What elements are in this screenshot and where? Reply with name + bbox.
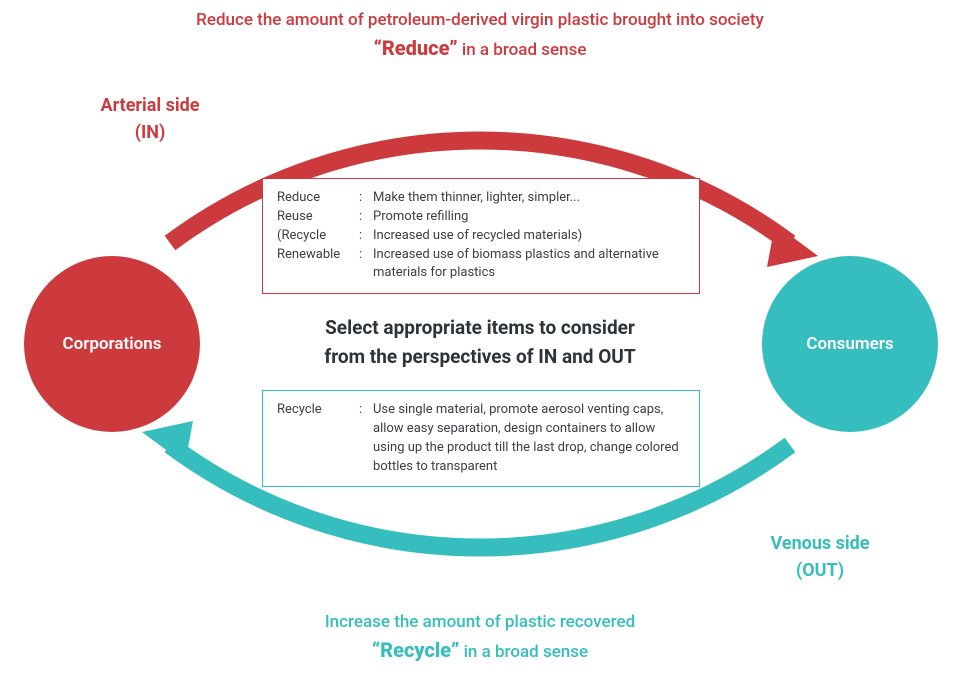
corporations-node: Corporations: [24, 256, 200, 432]
reduce-box-desc: Increased use of biomass plastics and al…: [373, 246, 685, 284]
top-caption-line1: Reduce the amount of petroleum-derived v…: [0, 10, 960, 30]
bottom-arc-arrowhead: [142, 421, 193, 464]
bottom-caption-rest: in a broad sense: [459, 642, 588, 662]
bottom-caption-line2: “Recycle” in a broad sense: [0, 638, 960, 662]
reduce-box-desc: Increased use of recycled materials): [373, 227, 685, 246]
reduce-box-term: (Recycle: [277, 227, 359, 246]
center-heading-line1: Select appropriate items to consider: [240, 313, 720, 342]
center-heading: Select appropriate items to consider fro…: [240, 313, 720, 372]
recycle-box-term: Recycle: [277, 401, 359, 476]
bottom-caption-line1: Increase the amount of plastic recovered: [0, 612, 960, 632]
diagram-stage: Reduce the amount of petroleum-derived v…: [0, 0, 960, 680]
consumers-node: Consumers: [762, 256, 938, 432]
corporations-node-label: Corporations: [63, 334, 162, 354]
arterial-label-line2: (IN): [70, 119, 230, 146]
venous-label-line1: Venous side: [740, 530, 900, 557]
top-caption: Reduce the amount of petroleum-derived v…: [0, 10, 960, 60]
reduce-box-term: Renewable: [277, 246, 359, 284]
top-caption-rest: in a broad sense: [458, 40, 587, 60]
bottom-caption: Increase the amount of plastic recovered…: [0, 612, 960, 662]
reduce-box: Reduce : Make them thinner, lighter, sim…: [262, 178, 700, 294]
reduce-box-term: Reduce: [277, 189, 359, 208]
recycle-box-desc: Use single material, promote aerosol ven…: [373, 401, 685, 476]
recycle-box: Recycle : Use single material, promote a…: [262, 390, 700, 487]
bottom-caption-bold: “Recycle”: [372, 638, 459, 662]
reduce-box-term: Reuse: [277, 208, 359, 227]
reduce-box-row: Renewable : Increased use of biomass pla…: [277, 246, 685, 284]
venous-label: Venous side (OUT): [740, 530, 900, 584]
top-arc-arrowhead: [767, 224, 818, 267]
reduce-box-row: Reduce : Make them thinner, lighter, sim…: [277, 189, 685, 208]
reduce-box-desc: Make them thinner, lighter, simpler...: [373, 189, 685, 208]
top-caption-line2: “Reduce” in a broad sense: [0, 36, 960, 60]
arterial-label: Arterial side (IN): [70, 92, 230, 146]
center-heading-line2: from the perspectives of IN and OUT: [240, 342, 720, 371]
top-caption-bold: “Reduce”: [374, 36, 458, 60]
consumers-node-label: Consumers: [806, 334, 893, 354]
recycle-box-row: Recycle : Use single material, promote a…: [277, 401, 685, 476]
arterial-label-line1: Arterial side: [70, 92, 230, 119]
reduce-box-row: Reuse : Promote refilling: [277, 208, 685, 227]
venous-label-line2: (OUT): [740, 557, 900, 584]
reduce-box-row: (Recycle : Increased use of recycled mat…: [277, 227, 685, 246]
reduce-box-desc: Promote refilling: [373, 208, 685, 227]
